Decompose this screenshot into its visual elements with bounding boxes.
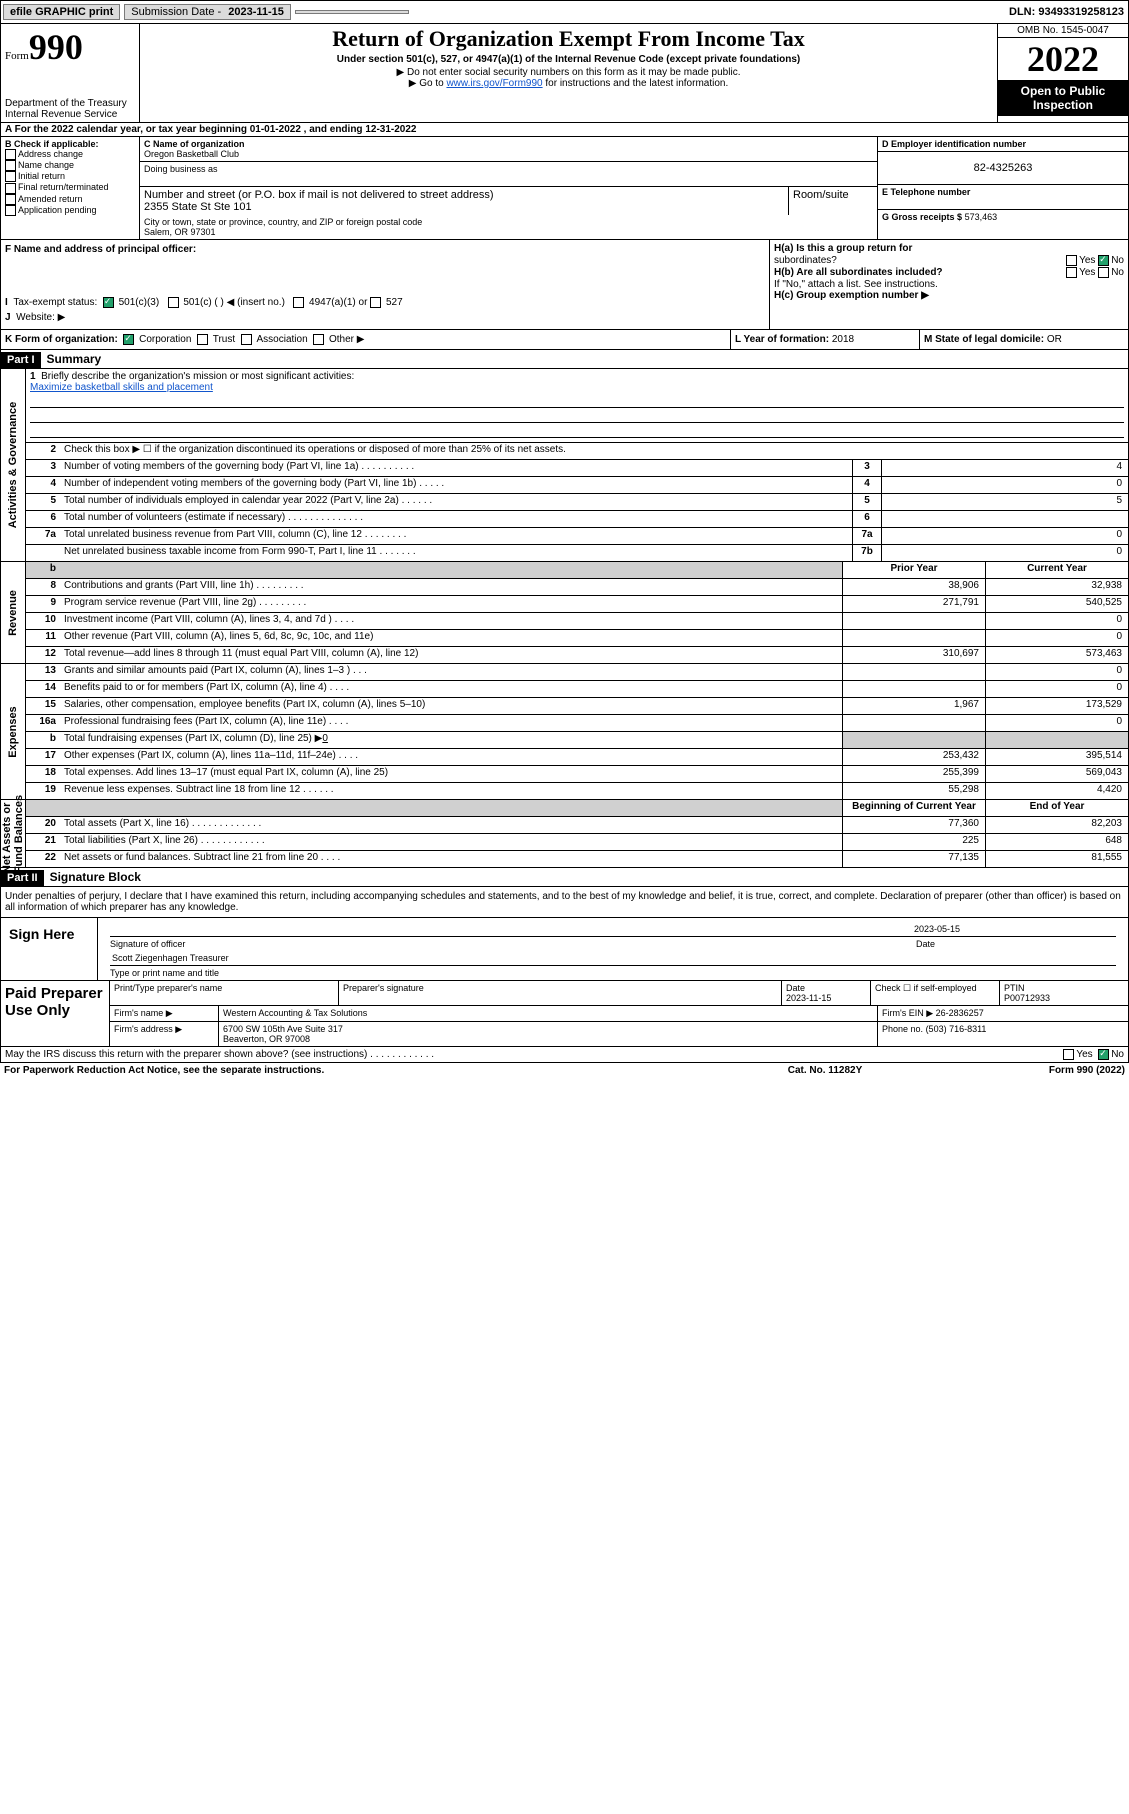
col-c: C Name of organizationOregon Basketball …: [140, 137, 877, 239]
ha-no-checkbox[interactable]: [1098, 255, 1109, 266]
submission-date-button[interactable]: Submission Date - 2023-11-15: [124, 4, 291, 20]
line-7a: 7aTotal unrelated business revenue from …: [26, 528, 1128, 545]
footer: For Paperwork Reduction Act Notice, see …: [0, 1063, 1129, 1078]
part2-header: Part IISignature Block: [0, 868, 1129, 887]
col-f: F Name and address of principal officer:…: [1, 240, 770, 329]
line-10: 10Investment income (Part VIII, column (…: [26, 613, 1128, 630]
form-header: Form990 Department of the Treasury Inter…: [0, 24, 1129, 123]
side-activities: Activities & Governance: [1, 369, 26, 561]
topbar: efile GRAPHIC print Submission Date - 20…: [0, 0, 1129, 24]
line-2: 2Check this box ▶ ☐ if the organization …: [26, 443, 1128, 460]
rev-header: bPrior YearCurrent Year: [26, 562, 1128, 579]
block-fh: F Name and address of principal officer:…: [0, 240, 1129, 330]
block-bcdeg: B Check if applicable: Address change Na…: [0, 137, 1129, 240]
na-header: Beginning of Current YearEnd of Year: [26, 800, 1128, 817]
side-revenue: Revenue: [1, 562, 26, 663]
netassets-block: Net Assets orFund Balances Beginning of …: [0, 800, 1129, 868]
line-19: 19Revenue less expenses. Subtract line 1…: [26, 783, 1128, 799]
revenue-block: Revenue bPrior YearCurrent Year 8Contrib…: [0, 562, 1129, 664]
col-deg: D Employer identification number 82-4325…: [877, 137, 1128, 239]
side-expenses: Expenses: [1, 664, 26, 799]
row-a: A For the 2022 calendar year, or tax yea…: [0, 123, 1129, 137]
header-right: OMB No. 1545-0047 2022 Open to Public In…: [997, 24, 1128, 122]
line-5: 5Total number of individuals employed in…: [26, 494, 1128, 511]
line-8: 8Contributions and grants (Part VIII, li…: [26, 579, 1128, 596]
line-21: 21Total liabilities (Part X, line 26) . …: [26, 834, 1128, 851]
efile-print-button[interactable]: efile GRAPHIC print: [3, 4, 120, 20]
mission-link[interactable]: Maximize basketball skills and placement: [30, 382, 213, 393]
sign-here: Sign Here 2023-05-15 Signature of office…: [0, 918, 1129, 981]
line-1: 1 Briefly describe the organization's mi…: [26, 369, 1128, 443]
line-4: 4Number of independent voting members of…: [26, 477, 1128, 494]
paid-preparer: Paid Preparer Use Only Print/Type prepar…: [0, 981, 1129, 1047]
line-17: 17Other expenses (Part IX, column (A), l…: [26, 749, 1128, 766]
corp-checkbox[interactable]: [123, 334, 134, 345]
line-12: 12Total revenue—add lines 8 through 11 (…: [26, 647, 1128, 663]
line-14: 14Benefits paid to or for members (Part …: [26, 681, 1128, 698]
expenses-block: Expenses 13Grants and similar amounts pa…: [0, 664, 1129, 800]
line-6: 6Total number of volunteers (estimate if…: [26, 511, 1128, 528]
501c3-checkbox[interactable]: [103, 297, 114, 308]
row-klm: K Form of organization: Corporation Trus…: [0, 330, 1129, 350]
blank-button: [295, 10, 409, 14]
part1-header: Part ISummary: [0, 350, 1129, 369]
activities-governance: Activities & Governance 1 Briefly descri…: [0, 369, 1129, 562]
header-center: Return of Organization Exempt From Incom…: [140, 24, 997, 122]
line-16a: 16aProfessional fundraising fees (Part I…: [26, 715, 1128, 732]
irs-link[interactable]: www.irs.gov/Form990: [446, 78, 542, 89]
line-16b: bTotal fundraising expenses (Part IX, co…: [26, 732, 1128, 749]
header-left: Form990 Department of the Treasury Inter…: [1, 24, 140, 122]
sig-declaration: Under penalties of perjury, I declare th…: [0, 887, 1129, 918]
discuss-no-checkbox[interactable]: [1098, 1049, 1109, 1060]
line-15: 15Salaries, other compensation, employee…: [26, 698, 1128, 715]
col-b: B Check if applicable: Address change Na…: [1, 137, 140, 239]
col-h: H(a) Is this a group return for subordin…: [770, 240, 1128, 329]
may-discuss: May the IRS discuss this return with the…: [0, 1047, 1129, 1063]
line-20: 20Total assets (Part X, line 16) . . . .…: [26, 817, 1128, 834]
line-13: 13Grants and similar amounts paid (Part …: [26, 664, 1128, 681]
line-9: 9Program service revenue (Part VIII, lin…: [26, 596, 1128, 613]
dln: DLN: 93493319258123: [1009, 6, 1124, 18]
line-3: 3Number of voting members of the governi…: [26, 460, 1128, 477]
line-18: 18Total expenses. Add lines 13–17 (must …: [26, 766, 1128, 783]
line-7b: Net unrelated business taxable income fr…: [26, 545, 1128, 561]
side-netassets: Net Assets orFund Balances: [1, 800, 26, 867]
line-11: 11Other revenue (Part VIII, column (A), …: [26, 630, 1128, 647]
line-22: 22Net assets or fund balances. Subtract …: [26, 851, 1128, 867]
